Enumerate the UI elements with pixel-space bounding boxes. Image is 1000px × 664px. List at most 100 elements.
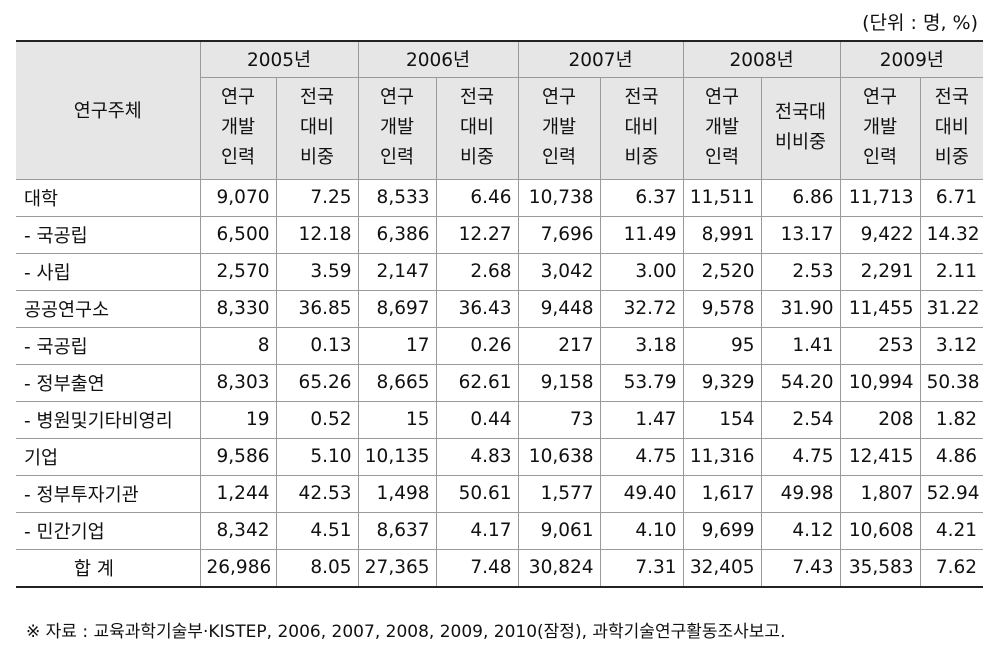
table-cell: 0.26 [435,326,519,365]
table-cell: 2.54 [760,400,841,439]
sub-header-line: 전국 [624,87,659,108]
year-header: 2007년 [517,40,684,78]
table-cell: 1.82 [919,400,984,439]
table-cell: 49.40 [599,474,684,513]
table-cell: 4.51 [275,511,359,550]
table-row: - 사립 2,570 3.59 2,147 2.68 3,042 3.00 2,520 2.53… [16,252,984,291]
table-cell: 53.79 [599,363,684,402]
table-cell: 4.21 [919,511,984,550]
table-cell: 32,405 [682,548,762,588]
table-cell: 1.41 [760,326,841,365]
table-cell: 3.18 [599,326,684,365]
table-cell: 8.05 [275,548,359,588]
year-header: 2005년 [199,40,359,78]
table-cell: 2,147 [357,252,437,291]
table-cell: 10,608 [839,511,921,550]
table-cell: 8,342 [199,511,277,550]
table-cell: 9,448 [517,289,601,328]
table-row: 합 계 26,986 8.05 27,365 7.48 30,824 7.31 32,405 7… [16,548,984,588]
table-cell: 9,070 [199,178,277,217]
sub-header-line: 비중 [460,147,495,168]
row-label: - 국공립 [16,326,201,365]
table-cell: 2,291 [839,252,921,291]
sub-header: 연구 개발 인력 [682,76,762,180]
sub-header-line: 인력 [220,147,256,168]
table-cell: 0.44 [435,400,519,439]
table-cell: 13.17 [760,215,841,254]
table-cell: 7.48 [435,548,519,588]
table-cell: 0.13 [275,326,359,365]
table-cell: 6,500 [199,215,277,254]
table-cell: 32.72 [599,289,684,328]
table-row: 대학 9,070 7.25 8,533 6.46 10,738 6.37 11,511 6.86… [16,178,984,217]
table-cell: 6.46 [435,178,519,217]
row-label: - 정부출연 [16,363,201,402]
table-cell: 9,329 [682,363,762,402]
sub-header-line: 전국대 [775,102,827,123]
sub-header-line: 대비 [460,117,495,138]
table-cell: 36.43 [435,289,519,328]
sub-header-line: 인력 [542,147,577,168]
table-cell: 3.59 [275,252,359,291]
table-cell: 8,697 [357,289,437,328]
sub-header-line: 전국 [934,87,969,108]
table-cell: 50.38 [919,363,984,402]
year-header: 2009년 [839,40,984,78]
table-cell: 3.12 [919,326,984,365]
sub-header-line: 전국 [299,87,335,108]
table-cell: 42.53 [275,474,359,513]
table-row: - 정부투자기관 1,244 42.53 1,498 50.61 1,577 49.40 1,… [16,474,984,513]
table-cell: 6.71 [919,178,984,217]
table-cell: 6,386 [357,215,437,254]
table-cell: 1,617 [682,474,762,513]
table-cell: 4.86 [919,437,984,476]
researcher-table: 연구주체 2005년 2006년 2007년 2008년 2009년 연구 개발 인… [16,40,984,588]
table-cell: 3,042 [517,252,601,291]
table-cell: 30,824 [517,548,601,588]
table-cell: 1,807 [839,474,921,513]
sub-header-line: 연구 [220,87,256,108]
table-cell: 6.86 [760,178,841,217]
row-label: - 국공립 [16,215,201,254]
table-cell: 12.18 [275,215,359,254]
source-note: ※ 자료 : 교육과학기술부·KISTEP, 2006, 2007, 2008,… [26,622,786,642]
table-cell: 10,738 [517,178,601,217]
table-cell: 7.43 [760,548,841,588]
table-cell: 4.75 [760,437,841,476]
sub-header-line: 인력 [705,147,740,168]
table-cell: 9,422 [839,215,921,254]
unit-note: (단위 : 명, %) [862,12,978,34]
table-cell: 1,498 [357,474,437,513]
table-cell: 35,583 [839,548,921,588]
table-cell: 1,577 [517,474,601,513]
sub-header-line: 대비 [624,117,659,138]
table-cell: 8 [199,326,277,365]
sub-header: 연구 개발 인력 [357,76,437,180]
table-cell: 10,135 [357,437,437,476]
table-cell: 2,570 [199,252,277,291]
sub-header-line: 연구 [705,87,740,108]
table-row: - 민간기업 8,342 4.51 8,637 4.17 9,061 4.10 9,699 4.… [16,511,984,550]
table-cell: 1.47 [599,400,684,439]
sub-header-line: 대비 [299,117,335,138]
table-cell: 9,158 [517,363,601,402]
table-cell: 4.17 [435,511,519,550]
row-label: - 병원및기타비영리 [16,400,201,439]
table-cell: 11,713 [839,178,921,217]
table-cell: 8,637 [357,511,437,550]
sub-header: 연구 개발 인력 [517,76,601,180]
sub-header-line: 비중 [624,147,659,168]
row-label: - 민간기업 [16,511,201,550]
table-cell: 26,986 [199,548,277,588]
table-cell: 253 [839,326,921,365]
table-cell: 31.22 [919,289,984,328]
table-cell: 5.10 [275,437,359,476]
row-header-label: 연구주체 [16,40,201,180]
table-cell: 11.49 [599,215,684,254]
table-cell: 9,586 [199,437,277,476]
table-cell: 11,316 [682,437,762,476]
table-cell: 4.83 [435,437,519,476]
